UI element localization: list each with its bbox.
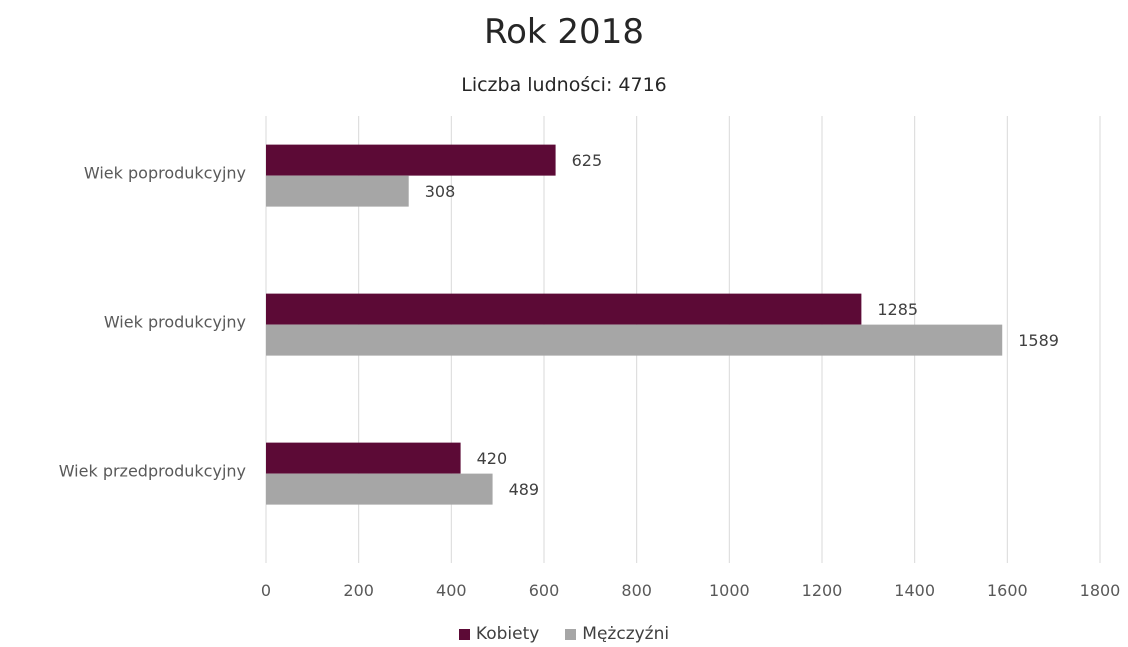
- category-labels: Wiek poprodukcyjny Wiek produkcyjny Wiek p…: [59, 164, 246, 481]
- legend-item-mezczyzni: Mężczyźni: [565, 624, 669, 644]
- data-label-mezczyzni-wiek-poprodukcyjny: 308: [425, 182, 456, 201]
- bar-mezczyzni-wiek-produkcyjny: [266, 324, 1003, 356]
- x-tick-label-1000: 1000: [709, 581, 750, 600]
- bars: [266, 144, 1003, 505]
- x-tick-label-800: 800: [621, 581, 652, 600]
- chart-title: Rok 2018: [484, 12, 644, 52]
- x-tick-label-1800: 1800: [1080, 581, 1121, 600]
- category-label-wiek-poprodukcyjny: Wiek poprodukcyjny: [84, 164, 246, 183]
- data-label-kobiety-wiek-produkcyjny: 1285: [877, 300, 918, 319]
- x-tick-label-1400: 1400: [894, 581, 935, 600]
- data-label-mezczyzni-wiek-produkcyjny: 1589: [1018, 331, 1059, 350]
- legend-label-mezczyzni: Mężczyźni: [582, 624, 670, 644]
- chart-subtitle: Liczba ludności: 4716: [461, 74, 667, 96]
- legend-label-kobiety: Kobiety: [475, 624, 540, 644]
- x-tick-label-600: 600: [529, 581, 560, 600]
- legend: Kobiety Mężczyźni: [0, 624, 1128, 644]
- bar-kobiety-wiek-produkcyjny: [266, 293, 862, 325]
- x-tick-labels: 0 200 400 600 800 1000 1200 1400 1600 1800: [261, 581, 1120, 600]
- data-label-mezczyzni-wiek-przedprodukcyjny: 489: [509, 480, 540, 499]
- x-tick-label-1600: 1600: [987, 581, 1028, 600]
- legend-item-kobiety: Kobiety: [458, 624, 540, 644]
- category-label-wiek-przedprodukcyjny: Wiek przedprodukcyjny: [59, 462, 246, 481]
- bar-mezczyzni-wiek-poprodukcyjny: [266, 175, 409, 207]
- data-label-kobiety-wiek-przedprodukcyjny: 420: [477, 449, 508, 468]
- legend-swatch-mezczyzni: [565, 628, 577, 640]
- x-tick-label-0: 0: [261, 581, 271, 600]
- data-label-kobiety-wiek-poprodukcyjny: 625: [572, 151, 603, 170]
- bar-kobiety-wiek-przedprodukcyjny: [266, 442, 461, 474]
- bar-mezczyzni-wiek-przedprodukcyjny: [266, 473, 493, 505]
- x-tick-label-400: 400: [436, 581, 467, 600]
- bar-kobiety-wiek-poprodukcyjny: [266, 144, 556, 176]
- x-tick-label-1200: 1200: [802, 581, 843, 600]
- category-label-wiek-produkcyjny: Wiek produkcyjny: [104, 313, 246, 332]
- x-tick-label-200: 200: [343, 581, 374, 600]
- legend-swatch-kobiety: [458, 628, 470, 640]
